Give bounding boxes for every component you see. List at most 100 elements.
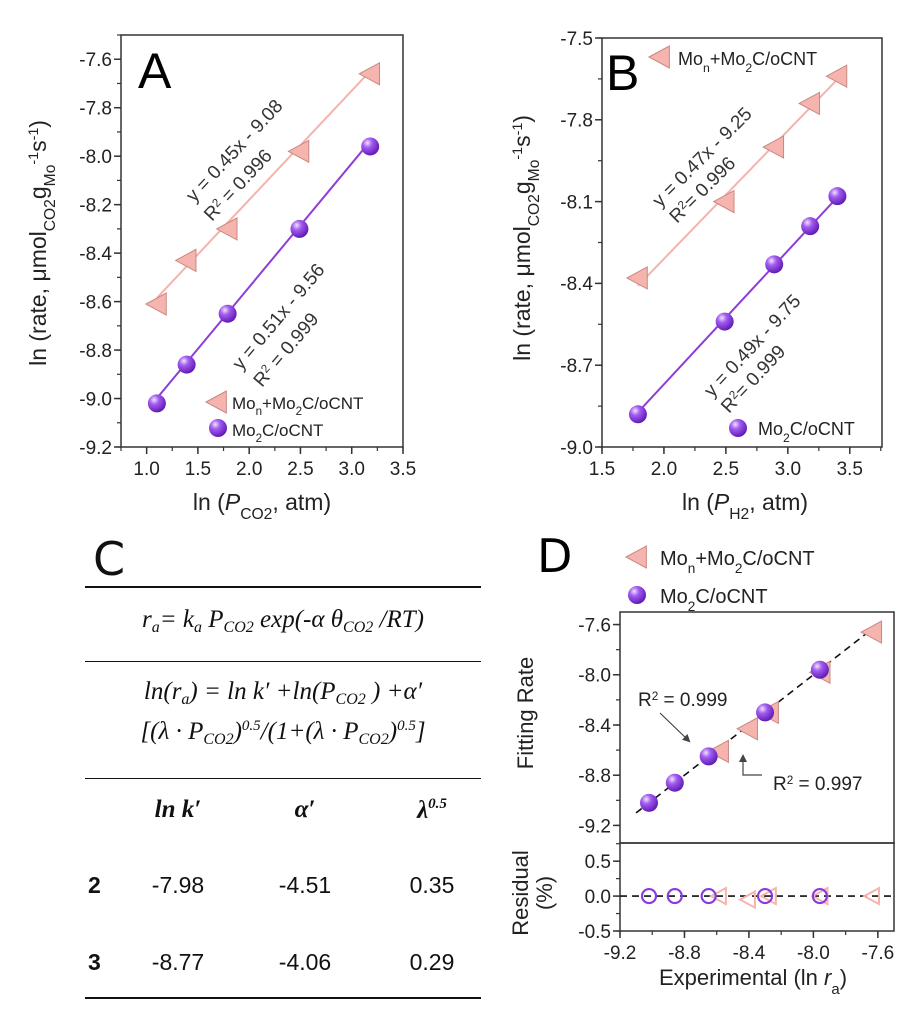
legend-label-purple: Mo2C/oCNT [758,419,855,445]
residual-triangle-point [708,886,727,906]
sphere-data-point [765,255,784,274]
sphere-data-point [810,660,829,679]
residual-triangle-point [862,886,881,906]
sphere-data-point [801,217,820,236]
x-tick-label: 1.5 [185,459,211,480]
sphere-data-point [361,137,380,156]
residual-axis-title: Residual [508,850,533,936]
text-part: C/oCNT [262,421,323,440]
legend-sphere-icon [729,419,747,437]
text-part: Mo [758,419,783,439]
rate-equation: ra= ka PCO2 exp(-α θCO2 /RT) [142,606,424,636]
cell-ln-k: -8.77 [151,949,205,975]
triangle-data-point [825,64,848,89]
y-tick-label: -7.6 [79,50,112,71]
text-part: n [256,406,262,418]
sphere-data-point [147,394,166,413]
column-header-ln-k: ln k′ [154,796,202,823]
text-part: Mo [526,159,543,181]
y-tick-label: -8.6 [79,292,112,313]
x-tick-label: -7.6 [862,943,895,964]
panel-b-chart: -9.0-8.7-8.4-8.1-7.8-7.51.5 2.0 2.5 3.0 3.5y… [509,29,883,523]
text-part: R [773,774,787,795]
y-tick-label: -8.4 [578,716,611,737]
text-part: 2 [688,599,696,614]
fit-line [637,78,839,287]
x-tick-label: 1.0 [133,459,159,480]
text-part: a [831,981,840,998]
text-part: r [824,965,833,990]
x-tick-label: 2.0 [236,459,262,480]
triangle-data-point [215,217,238,241]
text-part: 2 [745,61,752,75]
text-part: 2 [783,431,790,445]
sphere-data-point [828,187,847,206]
text-part: g [25,186,51,199]
sphere-data-point [640,793,659,812]
y-tick-label: -9.2 [79,438,112,459]
y-tick-label: -8.1 [560,192,593,213]
legend-triangle-icon [624,545,647,569]
text-part: Mo [660,548,688,570]
text-part: 2 [735,561,743,576]
r-squared-annotation-purple: R2 = 0.999 [638,690,727,712]
triangle-data-point [625,266,648,290]
text-part: 2 [787,774,794,787]
cell-lambda: 0.35 [409,872,455,898]
triangle-data-point [174,248,197,273]
x-tick-label: 2.5 [287,459,313,480]
legend-label-purple: Mo2C/oCNT [660,586,768,614]
triangle-data-point [707,739,729,764]
sphere-data-point [756,703,775,722]
residual-triangle-point [738,889,756,910]
cell-alpha: -4.06 [278,949,332,975]
residual-circle-point [756,887,774,905]
text-part: s [25,140,51,152]
text-part: -1 [26,152,42,165]
text-part: P [225,489,241,515]
x-tick-label: -9.2 [604,943,637,964]
text-part: +Mo [262,394,296,413]
legend-triangle-icon [204,390,227,414]
triangle-data-point [736,716,758,741]
text-part: s [509,135,535,147]
sphere-data-point [290,219,309,238]
text-part: g [509,181,535,194]
panel-label-a: A [138,43,172,99]
x-axis-title: ln (PCO2, atm) [193,489,331,523]
triangle-data-point [712,189,735,214]
x-tick-label: 2.0 [651,459,677,480]
y-tick-label: -8.4 [560,274,593,295]
residual-circle-point [640,887,658,905]
triangle-data-point [798,91,820,116]
residual-triangle-point [758,886,777,906]
text-part: -1 [510,147,526,160]
panel-d-chart: -9.2 -8.8 -8.4 -8.0 -7.6 -0.5 0.0 0.5 -9.2 -8.8 -8… [508,545,895,998]
table-rule [85,778,481,779]
triangle-data-point [762,135,785,159]
text-part: n [703,61,710,75]
text-part: C/oCNT [302,394,363,413]
r-squared-annotation-pink: R2 = 0.997 [773,774,862,796]
table-rule [85,661,481,662]
text-part: C/oCNT [752,49,817,69]
panel-label-b: B [606,45,639,101]
text-part: , atm) [749,489,808,515]
text-part: ln (rate, μmol [509,226,535,361]
sphere-data-point [628,405,647,424]
x-tick-label: 3.5 [390,459,416,480]
x-tick-label: -8.0 [797,943,830,964]
text-part: R [638,690,652,711]
text-part: -1 [26,128,42,141]
plot-frame [120,34,404,448]
text-part: H2 [729,506,749,523]
x-axis-title: Experimental (ln ra) [659,965,847,998]
text-part: ln (rate, μmol [25,231,51,366]
residual-axis-unit: (%) [532,876,557,910]
sphere-data-point [699,747,718,766]
y-axis-title: ln (rate, μmolCO2gMo-1s-1) [509,115,543,361]
text-part: Mo [678,49,703,69]
text-part: P [714,489,730,515]
legend-label-pink: Mon+Mo2C/oCNT [678,49,817,75]
y-tick-label: -9.0 [79,389,112,410]
